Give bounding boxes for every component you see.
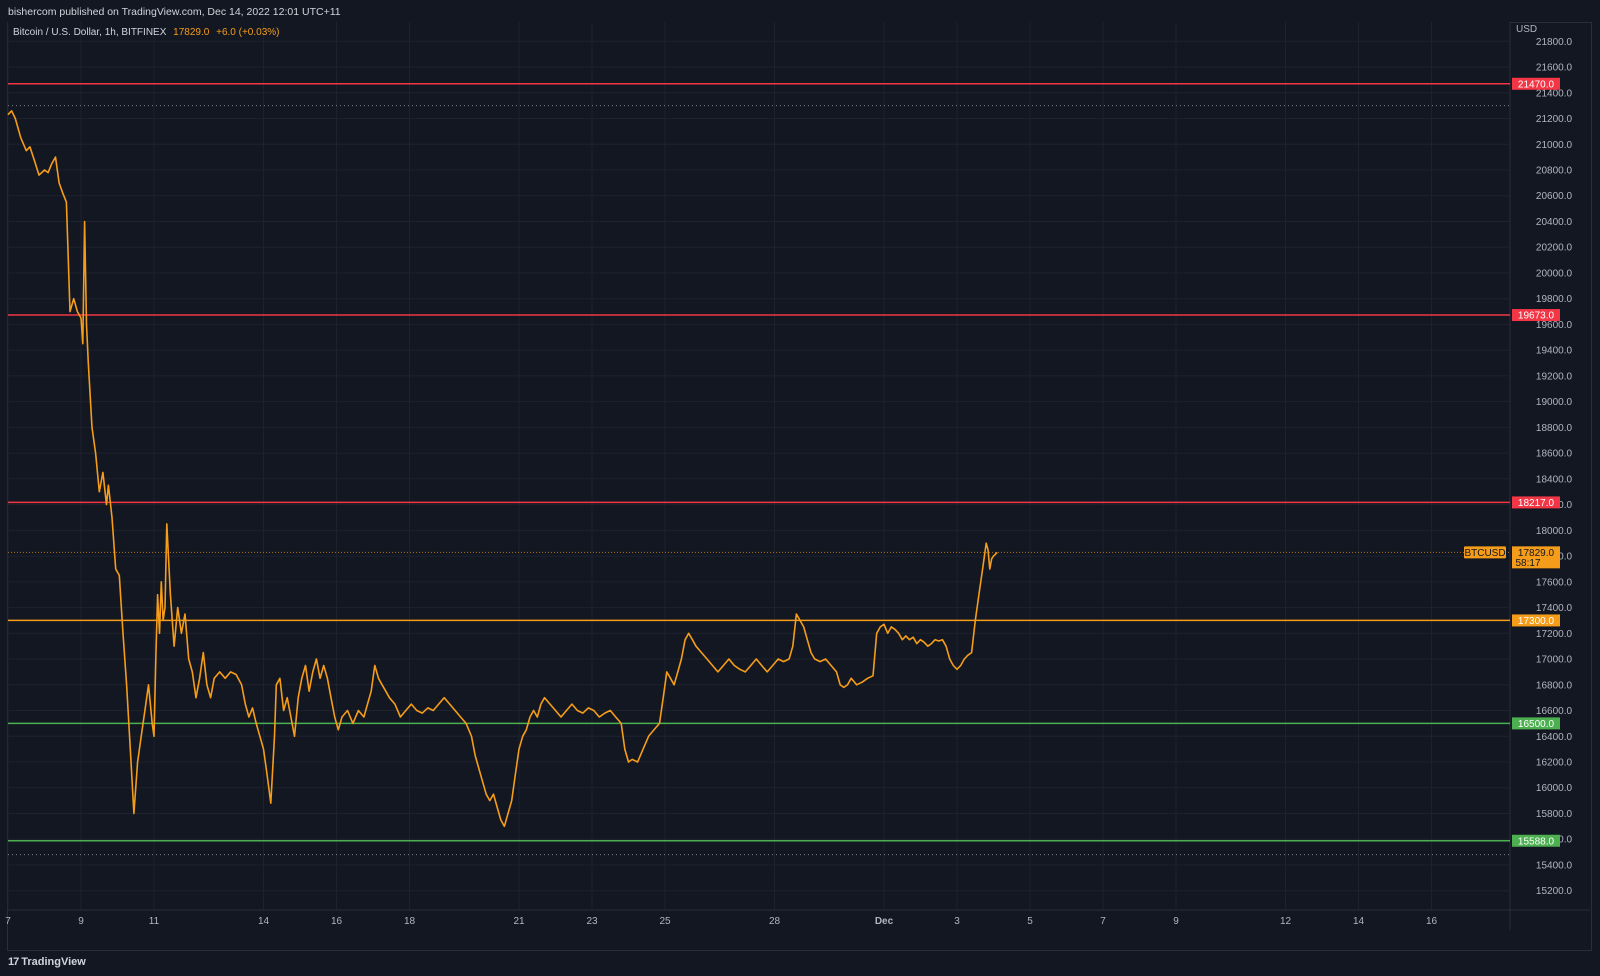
x-tick-label: 25 [659,916,671,927]
x-tick-label: Dec [875,916,894,927]
level-price-tag-label: 21470.0 [1518,79,1555,90]
last-price-tag [1512,546,1560,569]
y-tick-label: 18600.0 [1536,449,1573,460]
level-price-tag [1512,717,1560,730]
level-price-tag-label: 17300.0 [1518,616,1555,627]
y-tick-label: 16400.0 [1536,732,1573,743]
currency-label: USD [1516,24,1537,35]
level-price-tag-label: 18217.0 [1518,498,1555,509]
legend-last-price: 17829.0 [173,27,210,38]
price-chart[interactable]: 15200.015400.015600.015800.016000.016200… [0,0,1600,951]
y-tick-label: 17600.0 [1536,577,1573,588]
chart-legend: Bitcoin / U.S. Dollar, 1h, BITFINEX 1782… [13,27,279,38]
x-tick-label: 3 [954,916,960,927]
x-tick-label: 11 [149,916,160,927]
legend-change: +6.0 (+0.03%) [216,27,280,38]
y-tick-label: 21000.0 [1536,140,1573,151]
y-tick-label: 17200.0 [1536,629,1573,640]
tradingview-logo-text: TradingView [21,956,86,968]
x-tick-label: 16 [1426,916,1438,927]
y-tick-label: 15800.0 [1536,809,1573,820]
x-tick-label: 7 [5,916,11,927]
level-price-tag [1512,614,1560,627]
y-tick-label: 21600.0 [1536,63,1573,74]
y-tick-label: 20800.0 [1536,166,1573,177]
y-tick-label: 17000.0 [1536,655,1573,666]
publish-header: bishercom published on TradingView.com, … [0,0,1600,22]
y-tick-label: 21200.0 [1536,114,1573,125]
x-tick-label: 21 [513,916,525,927]
y-tick-label: 19400.0 [1536,346,1573,357]
y-tick-label: 16800.0 [1536,680,1573,691]
tradingview-logo[interactable]: 17 TradingView [8,956,86,968]
y-tick-label: 21800.0 [1536,37,1573,48]
y-tick-label: 20000.0 [1536,268,1573,279]
x-tick-label: 23 [586,916,598,927]
countdown-label: 58:17 [1515,558,1540,569]
y-tick-label: 16000.0 [1536,783,1573,794]
y-tick-label: 20200.0 [1536,243,1573,254]
footer-bar [0,951,1600,976]
x-tick-label: 14 [258,916,270,927]
legend-symbol: Bitcoin / U.S. Dollar, 1h, BITFINEX [13,27,167,38]
x-tick-label: 7 [1100,916,1106,927]
price-series-line [7,110,998,828]
y-tick-label: 21400.0 [1536,88,1573,99]
x-tick-label: 18 [404,916,416,927]
x-tick-label: 9 [1173,916,1179,927]
y-tick-label: 19600.0 [1536,320,1573,331]
y-tick-label: 19000.0 [1536,397,1573,408]
y-tick-label: 19200.0 [1536,371,1573,382]
y-tick-label: 16600.0 [1536,706,1573,717]
x-tick-label: 9 [78,916,84,927]
y-tick-label: 18000.0 [1536,526,1573,537]
publish-info: bishercom published on TradingView.com, … [8,6,341,18]
x-tick-label: 12 [1280,916,1292,927]
x-tick-label: 14 [1353,916,1365,927]
level-price-tag [1512,834,1560,847]
level-price-tag-label: 19673.0 [1518,311,1555,322]
level-price-tag [1512,309,1560,322]
plot-background [8,22,1510,910]
symbol-tag [1464,546,1506,559]
y-tick-label: 17400.0 [1536,603,1573,614]
symbol-tag-label: BTCUSD [1464,548,1505,559]
y-tick-label: 20400.0 [1536,217,1573,228]
y-tick-label: 16200.0 [1536,758,1573,769]
y-tick-label: 20600.0 [1536,191,1573,202]
x-tick-label: 5 [1027,916,1033,927]
level-price-tag-label: 16500.0 [1518,719,1555,730]
tradingview-logo-icon: 17 [8,956,19,968]
x-tick-label: 28 [769,916,781,927]
y-tick-label: 15200.0 [1536,886,1573,897]
y-tick-label: 19800.0 [1536,294,1573,305]
x-tick-label: 16 [331,916,343,927]
level-price-tag-label: 15588.0 [1518,836,1555,847]
y-tick-label: 18400.0 [1536,474,1573,485]
last-price-tag-label: 17829.0 [1518,548,1555,559]
level-price-tag [1512,77,1560,90]
y-tick-label: 18800.0 [1536,423,1573,434]
level-price-tag [1512,496,1560,509]
y-tick-label: 15400.0 [1536,860,1573,871]
